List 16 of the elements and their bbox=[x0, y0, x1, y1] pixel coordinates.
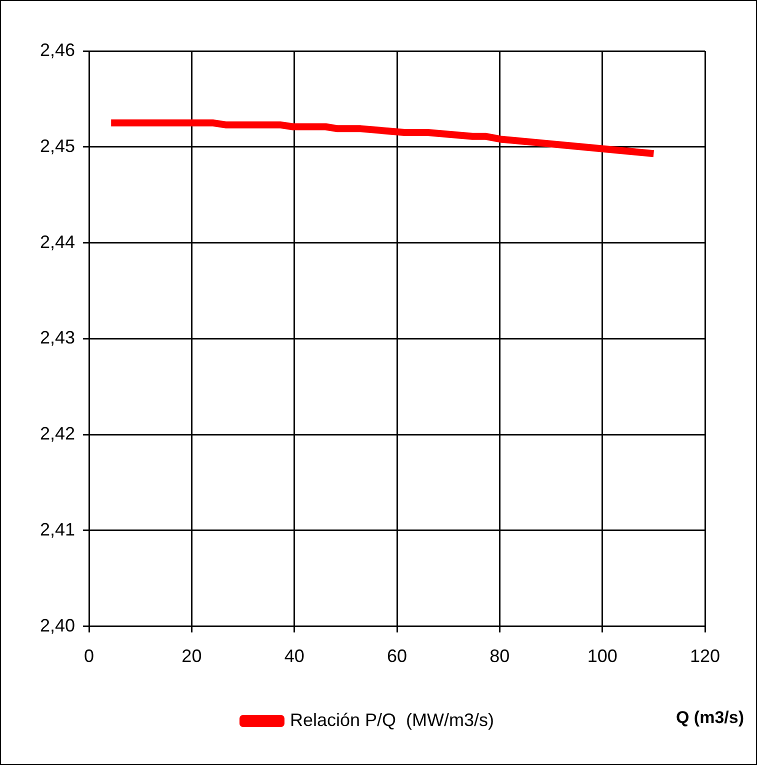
y-tick-label: 2,46 bbox=[40, 40, 76, 60]
x-tick-label: 40 bbox=[284, 646, 304, 666]
y-tick-label: 2,45 bbox=[40, 136, 76, 156]
y-tick-label: 2,41 bbox=[40, 519, 76, 540]
x-tick-label: 0 bbox=[84, 646, 94, 666]
x-tick-label: 80 bbox=[490, 646, 510, 666]
y-tick-label: 2,44 bbox=[40, 232, 76, 252]
x-tick-label: 60 bbox=[387, 646, 408, 666]
y-tick-label: 2,43 bbox=[40, 328, 76, 348]
x-tick-label: 100 bbox=[587, 646, 618, 666]
legend-label: Relación P/Q (MW/m3/s) bbox=[290, 710, 494, 730]
y-tick-label: 2,40 bbox=[40, 615, 76, 636]
x-tick-label: 120 bbox=[690, 646, 720, 666]
y-tick-label: 2,42 bbox=[40, 424, 76, 444]
x-tick-label: 20 bbox=[182, 646, 202, 666]
x-axis-title: Q (m3/s) bbox=[676, 708, 744, 728]
